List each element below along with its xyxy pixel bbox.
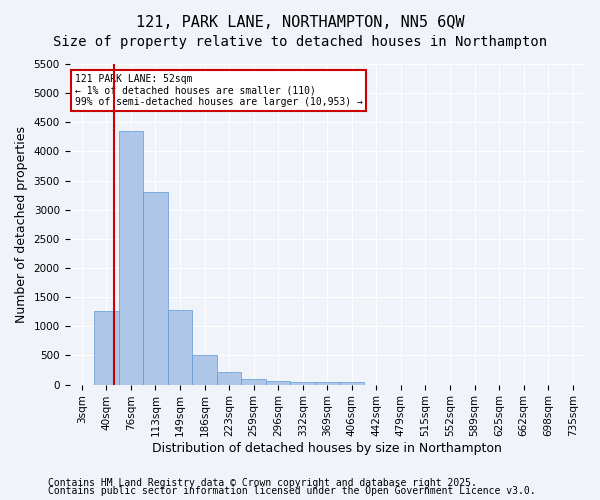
Text: 121, PARK LANE, NORTHAMPTON, NN5 6QW: 121, PARK LANE, NORTHAMPTON, NN5 6QW xyxy=(136,15,464,30)
Bar xyxy=(241,379,266,384)
Text: Contains HM Land Registry data © Crown copyright and database right 2025.: Contains HM Land Registry data © Crown c… xyxy=(48,478,477,488)
Bar xyxy=(315,382,340,384)
Bar xyxy=(340,382,364,384)
Bar xyxy=(168,310,192,384)
Bar xyxy=(290,382,315,384)
Bar xyxy=(192,356,217,384)
Bar xyxy=(94,310,119,384)
Bar xyxy=(217,372,241,384)
Text: Contains public sector information licensed under the Open Government Licence v3: Contains public sector information licen… xyxy=(48,486,536,496)
Bar xyxy=(119,131,143,384)
Text: 121 PARK LANE: 52sqm
← 1% of detached houses are smaller (110)
99% of semi-detac: 121 PARK LANE: 52sqm ← 1% of detached ho… xyxy=(74,74,362,107)
Text: Size of property relative to detached houses in Northampton: Size of property relative to detached ho… xyxy=(53,35,547,49)
Y-axis label: Number of detached properties: Number of detached properties xyxy=(15,126,28,323)
X-axis label: Distribution of detached houses by size in Northampton: Distribution of detached houses by size … xyxy=(152,442,502,455)
Bar xyxy=(143,192,168,384)
Bar xyxy=(266,381,290,384)
